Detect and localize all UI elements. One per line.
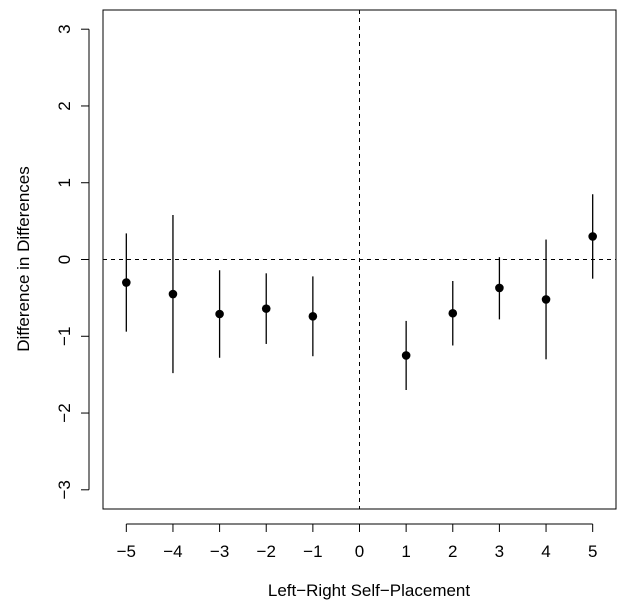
data-point [588, 232, 597, 241]
data-point [261, 304, 271, 313]
data-point [215, 309, 224, 319]
x-tick-label: 3 [495, 542, 504, 561]
y-tick-label: −2 [55, 403, 74, 422]
y-tick-label: −3 [55, 480, 74, 499]
x-tick-label: −1 [303, 542, 322, 561]
x-tick-label: −2 [257, 542, 276, 561]
data-point [308, 312, 318, 321]
y-tick-label: 1 [55, 178, 74, 187]
y-tick-label: 2 [55, 101, 74, 110]
data-point [122, 278, 131, 287]
x-tick-label: 2 [448, 542, 457, 561]
y-tick-label: −1 [55, 327, 74, 346]
x-tick-label: 1 [401, 542, 410, 561]
y-tick-label: 3 [55, 24, 74, 33]
data-points [122, 232, 597, 360]
data-point [401, 351, 411, 360]
x-axis-title: Left−Right Self−Placement [268, 581, 471, 600]
data-point [541, 295, 551, 304]
y-axis-title: Difference in Differences [14, 166, 33, 352]
data-point [448, 308, 458, 318]
data-point [495, 283, 504, 293]
x-tick-label: −4 [163, 542, 182, 561]
y-tick-label: 0 [55, 255, 74, 264]
x-tick-label: 5 [588, 542, 597, 561]
y-axis: −3 −2 −1 0 1 2 3 [55, 24, 90, 500]
x-tick-label: −5 [117, 542, 136, 561]
x-tick-label: −3 [210, 542, 229, 561]
x-tick-label: 0 [355, 542, 364, 561]
data-point [168, 289, 178, 299]
x-axis: −5 −4 −3 −2 −1 0 1 2 3 4 5 [117, 523, 597, 561]
reference-lines [103, 10, 616, 509]
x-tick-label: 4 [541, 542, 550, 561]
